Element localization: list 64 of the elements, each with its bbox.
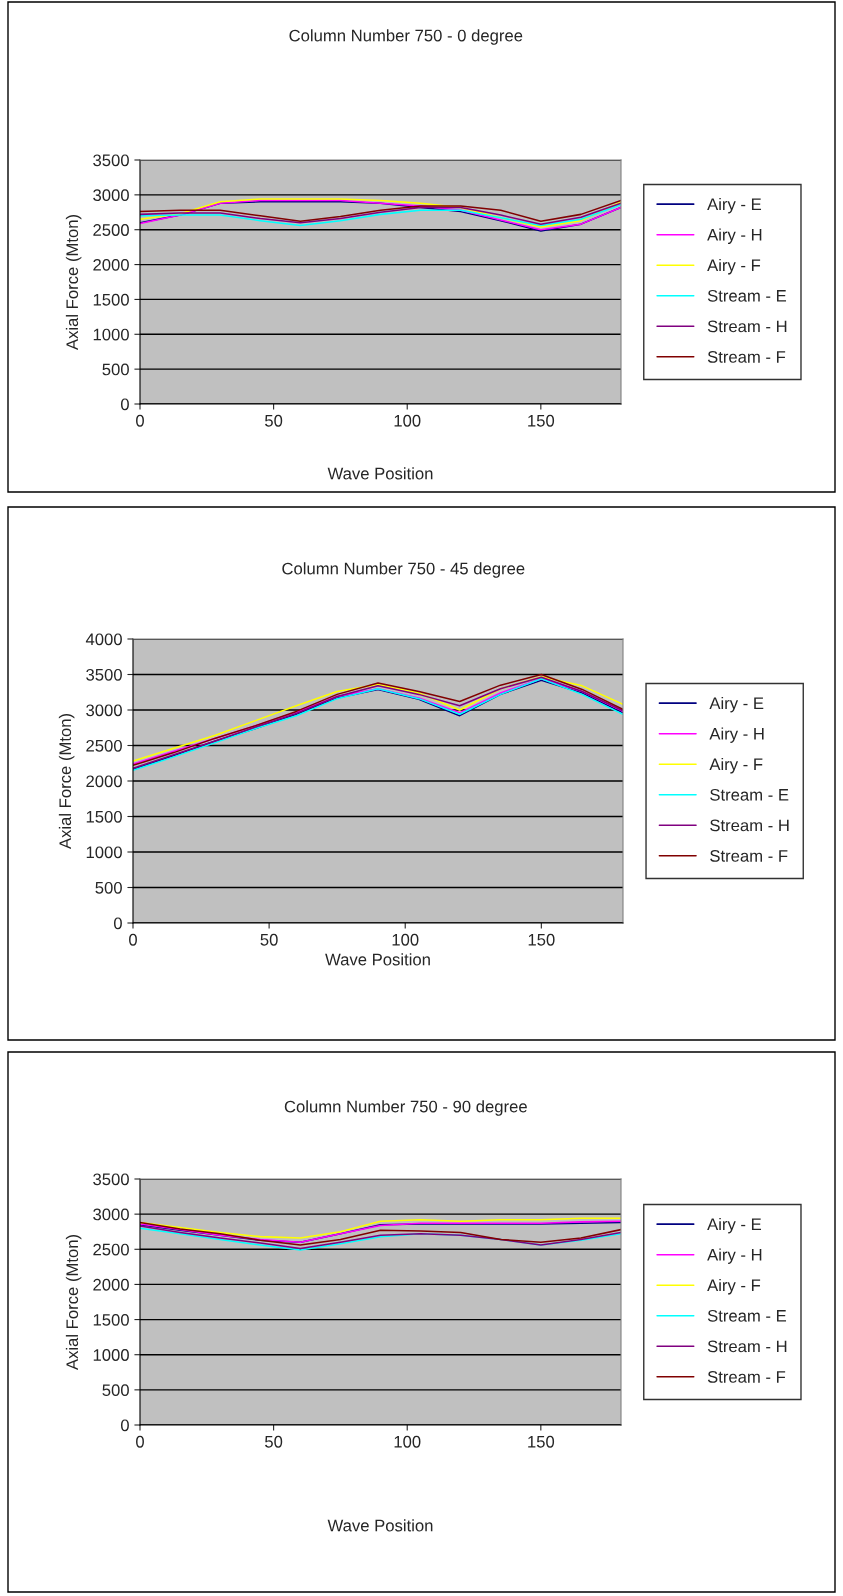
y-tick-label: 1000 (93, 328, 129, 341)
y-tick-label: 1500 (93, 293, 129, 306)
y-tick-label: 0 (120, 1419, 129, 1432)
x-axis-title: Wave Position (325, 953, 430, 966)
x-tick-label: 150 (528, 414, 555, 427)
y-tick-label: 1000 (86, 846, 122, 859)
x-tick-label: 50 (265, 414, 283, 427)
y-tick-label: 3000 (93, 1208, 129, 1221)
legend-label: Airy - E (707, 197, 762, 214)
y-tick-label: 3000 (93, 189, 129, 202)
y-tick-label: 3500 (93, 1173, 129, 1186)
y-tick-label: 500 (102, 363, 129, 376)
x-tick-label: 150 (528, 933, 555, 946)
legend-label: Stream - F (707, 1371, 786, 1383)
x-tick-label: 0 (129, 933, 137, 946)
chart-title: Column Number 750 - 0 degree (289, 29, 523, 45)
legend-label: Stream - E (710, 788, 789, 801)
legend-label: Stream - E (707, 1309, 787, 1322)
x-tick-label: 50 (265, 1435, 283, 1448)
x-axis-title: Wave Position (327, 1519, 433, 1532)
legend-label: Airy - F (707, 258, 761, 275)
y-tick-label: 500 (95, 881, 122, 894)
legend-label: Airy - F (707, 1278, 761, 1295)
x-tick-label: 150 (528, 1435, 555, 1448)
legend-label: Airy - F (709, 757, 763, 774)
legend-label: Stream - F (707, 351, 786, 363)
y-tick-label: 1500 (93, 1313, 129, 1326)
x-tick-label: 100 (392, 933, 419, 946)
legend-label: Stream - F (710, 850, 788, 862)
legend-label: Airy - H (707, 1248, 762, 1264)
y-tick-label: 4000 (85, 633, 122, 646)
y-tick-label: 500 (102, 1384, 129, 1397)
y-tick-label: 2500 (93, 224, 129, 236)
legend-label: Stream - H (710, 819, 789, 832)
x-tick-label: 100 (394, 1435, 421, 1448)
y-tick-label: 2000 (93, 1278, 129, 1291)
y-tick-label: 1000 (93, 1349, 129, 1361)
y-axis-title: Axial Force (Mton) (65, 1234, 82, 1371)
legend-label: Stream - H (707, 1340, 787, 1353)
y-tick-label: 0 (113, 917, 122, 930)
chart-title: Column Number 750 - 45 degree (282, 562, 525, 578)
y-tick-label: 0 (120, 398, 129, 411)
x-tick-label: 50 (260, 933, 278, 946)
y-tick-label: 2500 (93, 1243, 129, 1256)
y-tick-label: 2000 (86, 775, 122, 788)
legend-label: Stream - H (707, 320, 787, 333)
legend-label: Stream - E (707, 289, 787, 302)
chart-title: Column Number 750 - 90 degree (284, 1100, 527, 1116)
y-axis-title: Axial Force (Mton) (65, 214, 82, 351)
x-tick-label: 0 (136, 414, 144, 427)
y-tick-label: 2500 (86, 739, 122, 752)
legend-label: Airy - E (709, 696, 764, 713)
x-axis-title: Wave Position (327, 467, 433, 480)
y-tick-label: 3500 (86, 668, 122, 681)
legend-label: Airy - E (707, 1217, 762, 1234)
y-axis-title: Axial Force (Mton) (58, 713, 75, 850)
legend-label: Airy - H (707, 228, 762, 244)
x-tick-label: 0 (136, 1435, 144, 1448)
y-tick-label: 3500 (93, 154, 129, 167)
y-tick-label: 2000 (93, 258, 129, 271)
y-tick-label: 1500 (86, 810, 122, 823)
x-tick-label: 100 (394, 414, 421, 427)
y-tick-label: 3000 (86, 704, 122, 717)
legend-label: Airy - H (709, 727, 764, 743)
